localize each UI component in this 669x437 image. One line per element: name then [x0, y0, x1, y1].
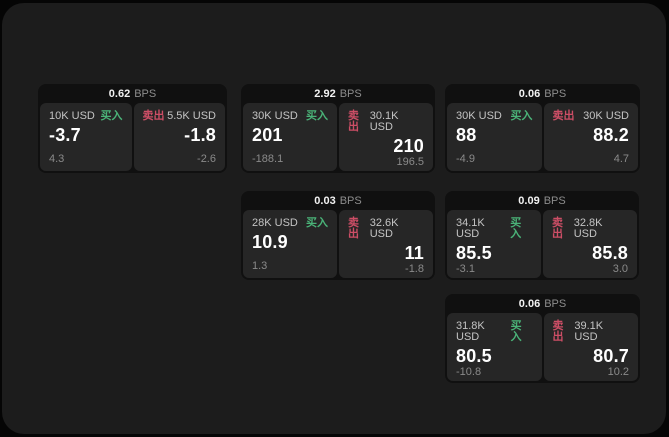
spread-unit: BPS	[543, 195, 566, 207]
buy-cell[interactable]: 31.8K USD 买入 80.5 -10.8	[447, 313, 542, 381]
buy-cell[interactable]: 34.1K USD 买入 85.5 -3.1	[447, 210, 541, 278]
buy-side-label: 买入	[306, 217, 328, 229]
buy-price: 88	[456, 125, 477, 145]
sell-sub-value: 4.7	[613, 153, 629, 165]
spread-header: 0.06 BPS	[447, 86, 638, 103]
buy-cell[interactable]: 30K USD 买入 201 -188.1	[243, 103, 337, 171]
sell-amount: 32.6K USD	[369, 217, 399, 240]
spread-value: 0.06	[518, 88, 541, 100]
sell-side-label: 卖出	[348, 217, 359, 240]
sell-cell[interactable]: 卖出 32.6K USD 11 -1.8	[339, 210, 433, 278]
quote-card-5: 0.09 BPS 34.1K USD 买入 85.5 -3.1 卖出 32.8K…	[445, 191, 639, 280]
buy-side-label: 买入	[510, 320, 522, 343]
sell-cell[interactable]: 卖出 5.5K USD -1.8 -2.6	[133, 103, 225, 171]
quote-card-6: 0.06 BPS 31.8K USD 买入 80.5 -10.8 卖出 39.1…	[445, 294, 640, 383]
buy-sub-value: -188.1	[252, 153, 284, 165]
buy-price: 85.5	[456, 243, 492, 263]
sell-cell[interactable]: 卖出 30K USD 88.2 4.7	[543, 103, 638, 171]
sell-amount: 39.1K USD	[574, 320, 604, 343]
quote-body: 30K USD 买入 201 -188.1 卖出 30.1K USD 210 1…	[243, 103, 433, 171]
buy-amount: 31.8K USD	[456, 320, 485, 343]
quote-body: 28K USD 买入 10.9 1.3 卖出 32.6K USD 11 -1.8	[243, 210, 433, 278]
sell-amount: 30K USD	[583, 110, 629, 122]
buy-amount: 34.1K USD	[456, 217, 485, 240]
spread-header: 2.92 BPS	[243, 86, 433, 103]
sell-sub-value: 196.5	[396, 155, 424, 168]
buy-sub-value: -3.1	[456, 262, 475, 275]
spread-unit: BPS	[339, 88, 362, 100]
sell-sub-value: 3.0	[612, 262, 628, 275]
quote-card-2: 2.92 BPS 30K USD 买入 201 -188.1 卖出 30.1K …	[241, 84, 435, 173]
spread-header: 0.03 BPS	[243, 193, 433, 210]
quote-card-1: 0.62 BPS 10K USD 买入 -3.7 4.3 卖出 5.5K USD	[38, 84, 227, 173]
sell-sub-value: 10.2	[607, 365, 629, 378]
spread-unit: BPS	[339, 195, 362, 207]
buy-side-label: 买入	[510, 110, 533, 122]
buy-cell[interactable]: 28K USD 买入 10.9 1.3	[243, 210, 337, 278]
quote-card-3: 0.06 BPS 30K USD 买入 88 -4.9 卖出 30K USD	[445, 84, 640, 173]
buy-price: 80.5	[456, 346, 492, 366]
buy-sub-value: -4.9	[456, 153, 475, 165]
sell-price: 88.2	[593, 125, 629, 145]
buy-price: -3.7	[49, 125, 81, 145]
sell-side-label: 卖出	[552, 217, 563, 240]
buy-amount: 10K USD	[49, 110, 95, 122]
sell-price: -1.8	[184, 125, 216, 145]
sell-cell[interactable]: 卖出 32.8K USD 85.8 3.0	[543, 210, 637, 278]
quote-body: 30K USD 买入 88 -4.9 卖出 30K USD 88.2 4.7	[447, 103, 638, 171]
quote-body: 10K USD 买入 -3.7 4.3 卖出 5.5K USD -1.8 -2.…	[40, 103, 225, 171]
buy-amount: 28K USD	[252, 217, 298, 229]
buy-price: 201	[252, 125, 283, 145]
quote-card-4: 0.03 BPS 28K USD 买入 10.9 1.3 卖出 32.6K US…	[241, 191, 435, 280]
quotes-panel: 0.62 BPS 10K USD 买入 -3.7 4.3 卖出 5.5K USD	[2, 3, 666, 434]
buy-cell[interactable]: 30K USD 买入 88 -4.9	[447, 103, 542, 171]
sell-side-label: 卖出	[552, 110, 575, 122]
buy-cell[interactable]: 10K USD 买入 -3.7 4.3	[40, 103, 132, 171]
spread-value: 0.09	[518, 195, 540, 207]
quote-body: 31.8K USD 买入 80.5 -10.8 卖出 39.1K USD 80.…	[447, 313, 638, 381]
buy-sub-value: 4.3	[49, 153, 65, 165]
sell-amount: 30.1K USD	[369, 110, 399, 133]
spread-value: 0.62	[108, 88, 131, 100]
sell-cell[interactable]: 卖出 30.1K USD 210 196.5	[339, 103, 433, 171]
sell-price: 210	[393, 136, 424, 156]
sell-side-label: 卖出	[552, 320, 564, 343]
buy-sub-value: -10.8	[456, 365, 482, 378]
buy-sub-value: 1.3	[252, 260, 268, 272]
spread-unit: BPS	[544, 298, 567, 310]
sell-side-label: 卖出	[348, 110, 359, 133]
spread-value: 2.92	[314, 88, 336, 100]
spread-header: 0.09 BPS	[447, 193, 637, 210]
quote-body: 34.1K USD 买入 85.5 -3.1 卖出 32.8K USD 85.8…	[447, 210, 637, 278]
sell-price: 80.7	[593, 346, 629, 366]
sell-price: 85.8	[592, 243, 628, 263]
sell-sub-value: -1.8	[405, 262, 424, 275]
sell-price: 11	[404, 243, 424, 263]
buy-side-label: 买入	[306, 110, 328, 122]
buy-amount: 30K USD	[456, 110, 502, 122]
buy-side-label: 买入	[100, 110, 123, 122]
buy-side-label: 买入	[510, 217, 522, 240]
sell-amount: 5.5K USD	[167, 110, 216, 122]
sell-side-label: 卖出	[142, 110, 165, 122]
sell-sub-value: -2.6	[197, 153, 216, 165]
sell-amount: 32.8K USD	[573, 217, 603, 240]
buy-amount: 30K USD	[252, 110, 298, 122]
spread-value: 0.06	[518, 298, 541, 310]
spread-value: 0.03	[314, 195, 336, 207]
spread-unit: BPS	[544, 88, 567, 100]
buy-price: 10.9	[252, 232, 288, 252]
spread-header: 0.62 BPS	[40, 86, 225, 103]
spread-unit: BPS	[134, 88, 157, 100]
sell-cell[interactable]: 卖出 39.1K USD 80.7 10.2	[543, 313, 638, 381]
spread-header: 0.06 BPS	[447, 296, 638, 313]
